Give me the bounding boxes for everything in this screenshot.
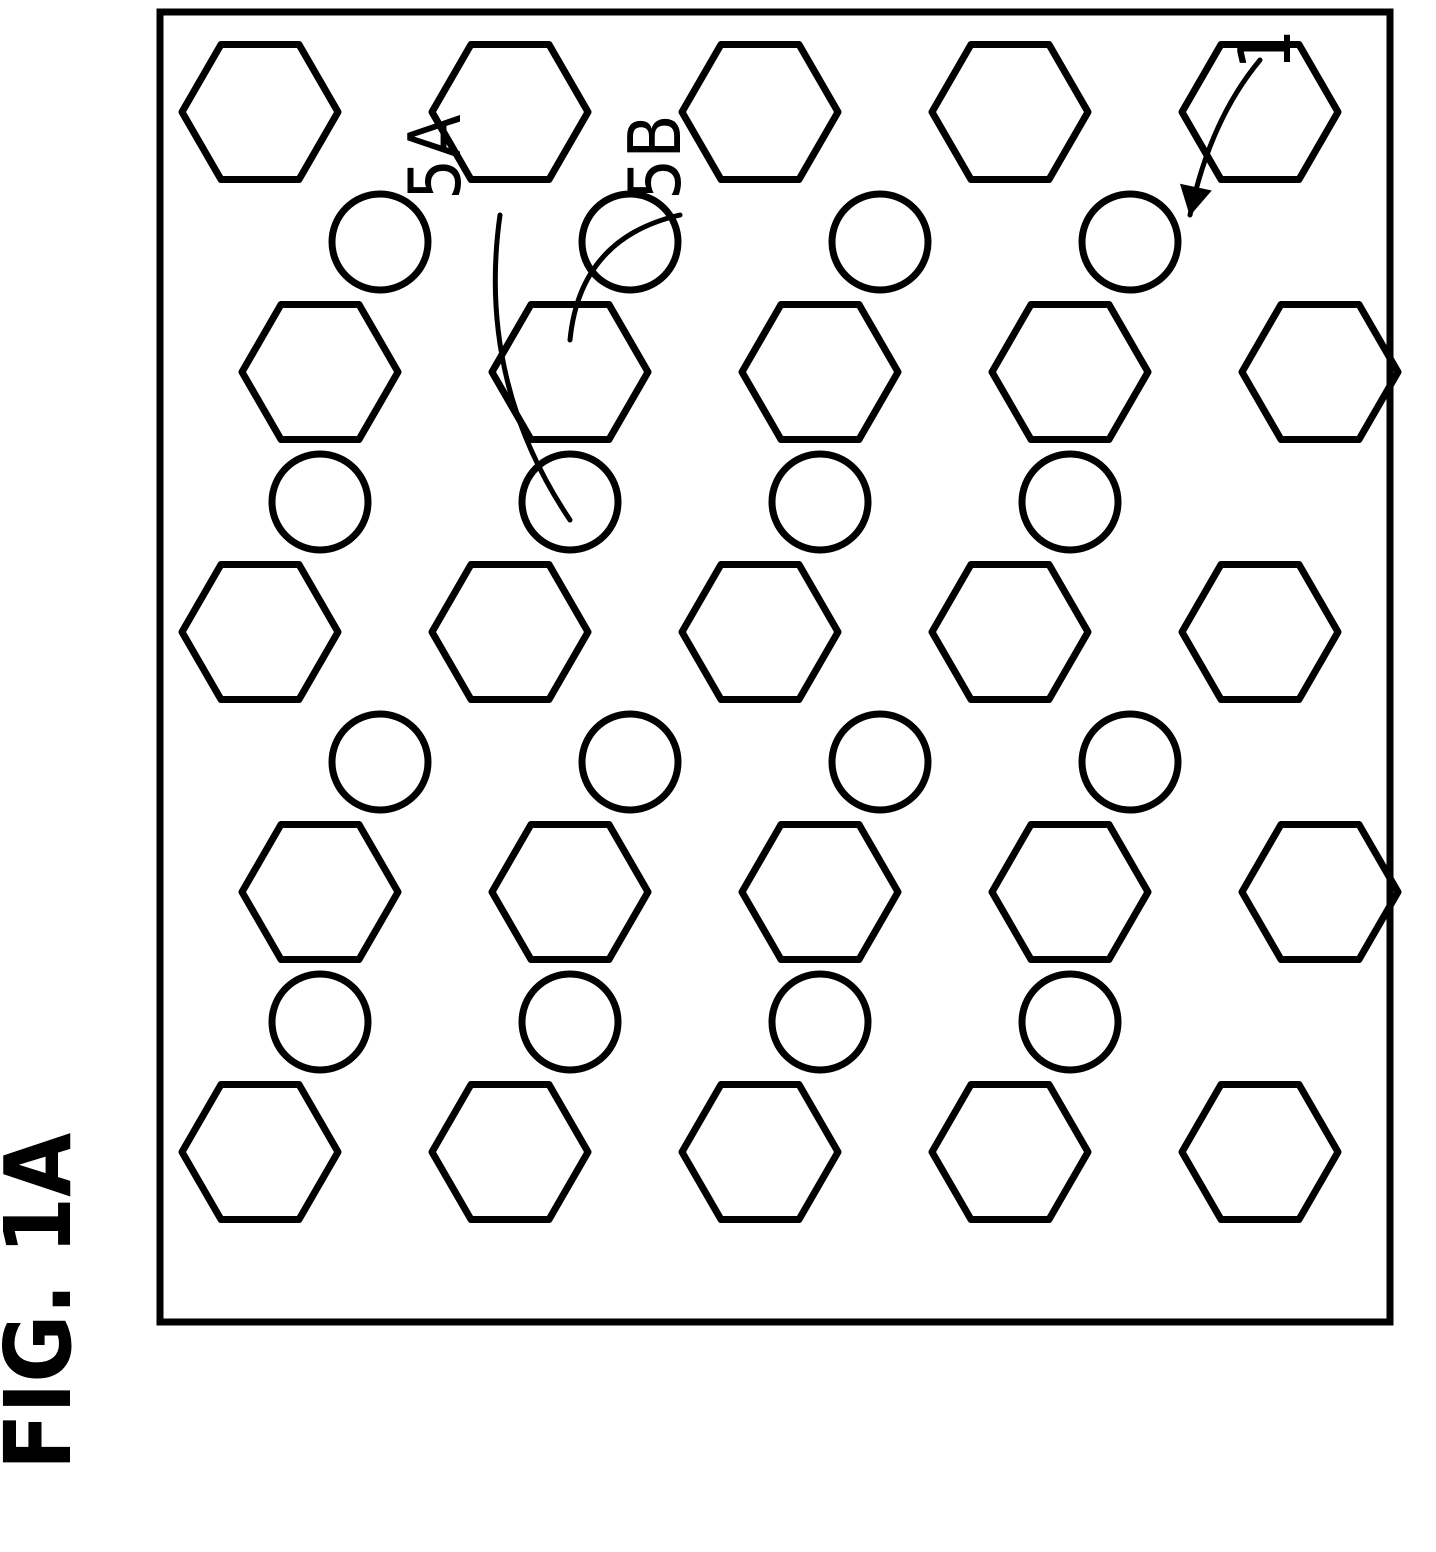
hexagon-feature — [932, 564, 1088, 699]
callout-1: 1 — [1223, 29, 1307, 70]
hexagon-feature — [1182, 1084, 1338, 1219]
hexagon-feature — [742, 824, 898, 959]
hexagon-feature — [742, 304, 898, 439]
circle-feature — [522, 974, 618, 1070]
hexagon-feature — [682, 1084, 838, 1219]
circle-feature — [332, 714, 428, 810]
circle-feature — [522, 454, 618, 550]
circle-feature — [582, 194, 678, 290]
circle-feature — [272, 974, 368, 1070]
hexagon-feature — [932, 44, 1088, 179]
circle-feature — [832, 194, 928, 290]
arrow-head-icon — [1181, 184, 1211, 215]
circle-feature — [772, 454, 868, 550]
circle-feature — [832, 714, 928, 810]
hexagon-feature — [492, 824, 648, 959]
hexagon-feature — [182, 44, 338, 179]
hexagon-feature — [242, 304, 398, 439]
hexagon-feature — [182, 564, 338, 699]
circle-feature — [1022, 974, 1118, 1070]
circle-feature — [772, 974, 868, 1070]
hexagon-feature — [1182, 564, 1338, 699]
hexagon-feature — [432, 1084, 588, 1219]
circle-feature — [332, 194, 428, 290]
circle-feature — [272, 454, 368, 550]
hexagon-feature — [682, 44, 838, 179]
hexagon-feature — [992, 304, 1148, 439]
hexagon-feature — [1242, 304, 1398, 439]
figure-title: FIG. 1A — [0, 1133, 92, 1470]
circle-feature — [1022, 454, 1118, 550]
hexagon-feature — [182, 1084, 338, 1219]
hexagon-feature — [682, 564, 838, 699]
hexagon-feature — [1242, 824, 1398, 959]
callout-5b: 5B — [613, 114, 697, 200]
hexagon-feature — [932, 1084, 1088, 1219]
hexagon-feature — [242, 824, 398, 959]
callout-5a: 5A — [393, 115, 477, 201]
hexagon-feature — [992, 824, 1148, 959]
circle-feature — [1082, 194, 1178, 290]
circle-feature — [1082, 714, 1178, 810]
circle-feature — [582, 714, 678, 810]
hexagon-feature — [432, 564, 588, 699]
